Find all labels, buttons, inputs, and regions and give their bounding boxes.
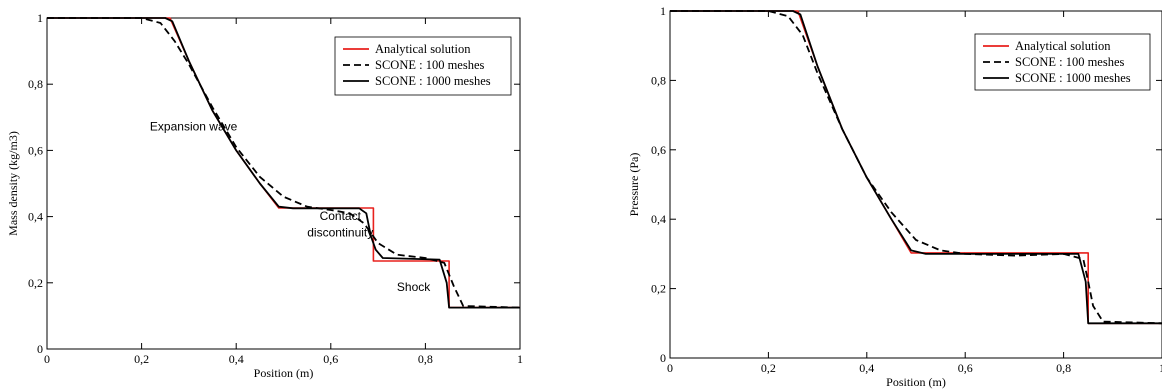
- plot-frame: [669, 10, 1162, 359]
- x-tick-label: 0: [44, 352, 50, 366]
- annotation-label: Shock: [397, 280, 431, 294]
- y-tick-label: 0,6: [28, 143, 43, 157]
- x-tick-label: 0,2: [134, 352, 149, 366]
- series-line-2: [670, 10, 1162, 325]
- y-axis-label: Pressure (Pa): [627, 153, 641, 217]
- y-tick-label: 0,8: [28, 77, 43, 91]
- y-tick-label: 1: [660, 4, 666, 18]
- y-tick-label: 1: [37, 11, 43, 25]
- x-axis-label: Position (m): [886, 375, 946, 389]
- chart-mass-density: 0 0,2 0,4 0,6 0,8 1 0 0,2 0,4 0,6 0,8 1 Position (m)…: [6, 11, 523, 380]
- legend-label: SCONE : 1000 meshes: [1015, 71, 1131, 85]
- annotation-label: Expansion wave: [150, 120, 238, 134]
- legend-box: [974, 33, 1151, 91]
- series-line-1: [670, 10, 1162, 325]
- x-tick-label: 1: [517, 352, 523, 366]
- plot-frame: [46, 17, 521, 350]
- y-tick-label: 0,2: [651, 282, 666, 296]
- x-tick-label: 0,8: [418, 352, 433, 366]
- x-tick-label: 0,4: [859, 361, 874, 375]
- y-tick-label: 0,6: [651, 143, 666, 157]
- annotation-label: discontinuity: [307, 225, 373, 239]
- x-tick-label: 1: [1159, 361, 1162, 375]
- x-tick-label: 0,6: [958, 361, 973, 375]
- y-tick-label: 0,4: [651, 212, 666, 226]
- series-line-2: [47, 17, 520, 309]
- legend-label: Analytical solution: [1015, 39, 1111, 53]
- y-tick-label: 0,4: [28, 210, 43, 224]
- x-tick-label: 0,4: [229, 352, 244, 366]
- y-tick-label: 0: [37, 342, 43, 356]
- annotation-label: Contact: [320, 209, 362, 223]
- x-tick-label: 0,8: [1056, 361, 1071, 375]
- y-axis-label: Mass density (kg/m3): [6, 131, 20, 236]
- x-tick-label: 0,6: [323, 352, 338, 366]
- legend-box: [334, 36, 512, 96]
- legend-label: SCONE : 100 meshes: [375, 58, 485, 72]
- y-tick-label: 0,8: [651, 73, 666, 87]
- legend-label: Analytical solution: [375, 42, 471, 56]
- y-tick-label: 0: [660, 351, 666, 365]
- legend-label: SCONE : 1000 meshes: [375, 74, 491, 88]
- y-tick-label: 0,2: [28, 276, 43, 290]
- x-tick-label: 0,2: [761, 361, 776, 375]
- x-axis-label: Position (m): [254, 366, 314, 380]
- x-tick-label: 0: [667, 361, 673, 375]
- legend-label: SCONE : 100 meshes: [1015, 55, 1125, 69]
- chart-pressure: 0 0,2 0,4 0,6 0,8 1 0 0,2 0,4 0,6 0,8 1 Position (m)…: [627, 4, 1162, 389]
